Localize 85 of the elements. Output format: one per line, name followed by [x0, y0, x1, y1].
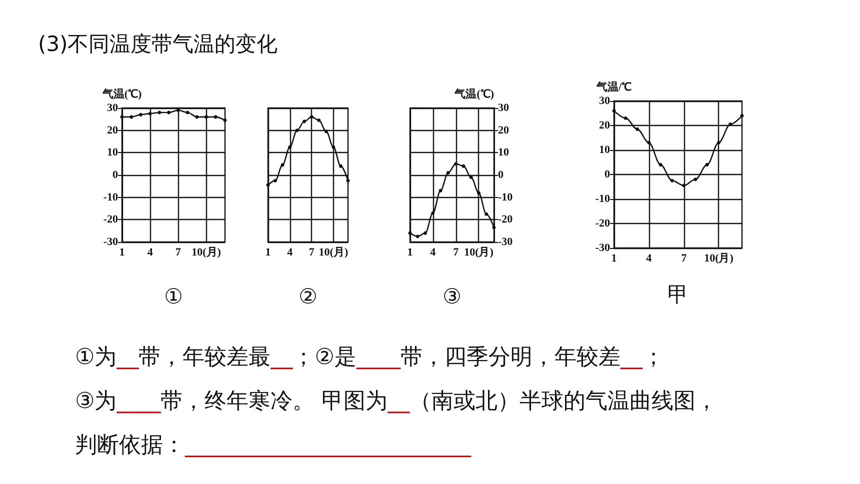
x-tick-label: 7 — [175, 246, 182, 258]
y-tick-label: 10 — [107, 146, 118, 159]
point — [416, 234, 420, 238]
x-tick-label: 4 — [147, 246, 154, 258]
x-tick-label: 10(月) — [704, 252, 734, 264]
x-axis-title: ② — [298, 284, 318, 308]
y-tick-label: 20 — [498, 124, 510, 136]
x-tick-label: 10(月) — [192, 246, 222, 258]
y-tick-label: -30 — [103, 236, 118, 248]
point — [682, 184, 686, 188]
point — [302, 120, 306, 124]
y-tick-label: 0 — [498, 169, 504, 181]
y-tick-label: 30 — [498, 102, 510, 114]
y-tick-label: -10 — [595, 193, 610, 205]
point — [130, 115, 134, 119]
y-tick-label: 20 — [599, 120, 610, 132]
point — [424, 231, 428, 235]
point — [214, 115, 218, 119]
point — [740, 114, 744, 118]
x-tick-label: 1 — [119, 246, 125, 258]
point — [716, 140, 720, 144]
text: ③为____带，终年寒冷。 甲图为__（南或北）半球的气温曲线图， — [75, 389, 718, 414]
y-tick-label: 10 — [599, 144, 610, 156]
y-tick-label: -10 — [498, 191, 514, 204]
y-axis-title: 气温/℃ — [595, 80, 632, 94]
point — [195, 115, 199, 119]
point — [462, 164, 466, 168]
text: (3)不同温度带气温的变化 — [38, 32, 278, 56]
x-tick-label: 1 — [611, 252, 617, 264]
x-tick-label: 4 — [430, 246, 436, 258]
y-tick-label: -10 — [103, 191, 118, 204]
x-tick-label: 10(月) — [318, 246, 348, 258]
x-tick-label: 1 — [265, 246, 271, 258]
point — [624, 116, 628, 120]
point — [438, 188, 442, 192]
point — [694, 178, 698, 182]
y-tick-label: 20 — [107, 124, 118, 136]
point — [612, 109, 616, 113]
point — [223, 118, 227, 122]
point — [670, 178, 674, 182]
x-axis-title: 甲 — [668, 282, 688, 306]
point — [484, 212, 488, 216]
y-tick-label: 0 — [112, 169, 118, 181]
point — [274, 178, 278, 182]
y-tick-label: -20 — [498, 214, 514, 226]
point — [647, 140, 651, 144]
point — [476, 191, 480, 195]
point — [454, 162, 458, 166]
x-tick-label: 4 — [646, 252, 652, 264]
point — [138, 112, 142, 116]
y-tick-label: -20 — [103, 214, 118, 226]
x-tick-label: 4 — [287, 246, 294, 258]
y-tick-label: 30 — [599, 95, 610, 107]
y-tick-label: 0 — [604, 168, 610, 180]
point — [658, 162, 662, 166]
point — [295, 128, 299, 132]
x-axis-title: ① — [164, 284, 183, 308]
point — [338, 164, 342, 168]
point — [705, 162, 709, 166]
point — [167, 110, 171, 114]
x-tick-label: 7 — [453, 246, 460, 258]
x-tick-label: 7 — [308, 246, 315, 258]
x-axis-title: ③ — [442, 284, 462, 308]
point — [317, 118, 321, 122]
point — [324, 130, 328, 134]
y-tick-label: -20 — [595, 218, 610, 230]
point — [310, 115, 314, 119]
point — [446, 171, 450, 175]
point — [148, 112, 152, 116]
point — [431, 211, 435, 215]
text: 判断依据：__________________________ — [75, 433, 471, 458]
point — [204, 115, 208, 119]
y-axis-title: 气温(℃) — [454, 88, 494, 100]
y-tick-label: 30 — [107, 102, 118, 114]
y-axis-title: 气温(℃) — [101, 88, 142, 100]
point — [288, 145, 292, 149]
y-tick-label: 10 — [498, 146, 510, 159]
x-tick-label: 1 — [407, 246, 413, 258]
point — [332, 145, 336, 149]
text: ①为__带，年较差最__；②是____带，四季分明，年较差__； — [75, 345, 664, 370]
y-tick-label: -30 — [595, 242, 610, 254]
y-tick-label: -30 — [498, 236, 514, 248]
x-tick-label: 10(月) — [464, 246, 494, 258]
point — [636, 127, 640, 131]
x-tick-label: 7 — [681, 252, 688, 264]
